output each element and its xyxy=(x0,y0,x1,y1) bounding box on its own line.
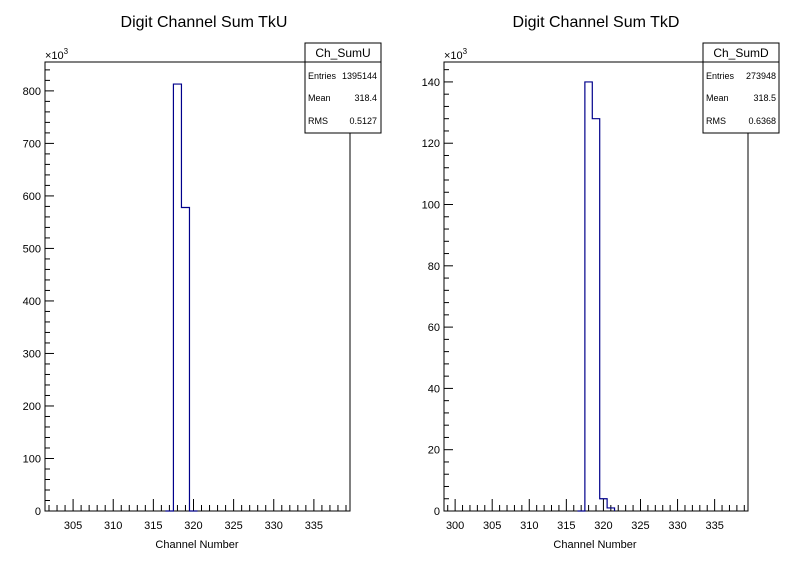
plot-frame xyxy=(443,61,749,512)
histogram-bin xyxy=(181,207,189,511)
x-tick-label: 320 xyxy=(184,520,202,532)
y-tick-label: 700 xyxy=(23,138,41,150)
y-tick-label: 0 xyxy=(35,506,41,518)
y-tick-label: 100 xyxy=(422,200,440,212)
stats-entries-label: Entries xyxy=(308,71,337,81)
x-tick-label: 310 xyxy=(520,520,538,532)
stats-mean-label: Mean xyxy=(706,93,729,103)
plot-title: Digit Channel Sum TkD xyxy=(513,14,680,31)
y-tick-label: 0 xyxy=(434,506,440,518)
y-tick-label: 100 xyxy=(23,453,41,465)
y-multiplier: ×103 xyxy=(444,47,468,62)
histogram-bin xyxy=(592,119,599,511)
x-tick-label: 310 xyxy=(104,520,122,532)
histogram-line xyxy=(577,81,616,512)
x-tick-label: 315 xyxy=(557,520,575,532)
x-tick-label: 305 xyxy=(483,520,501,532)
stats-rms-label: RMS xyxy=(706,116,726,126)
x-tick-label: 325 xyxy=(631,520,649,532)
stats-box: Ch_SumU Entries 1395144 Mean 318.4 RMS 0… xyxy=(304,42,382,134)
plot-title: Digit Channel Sum TkU xyxy=(121,14,288,31)
stats-rms-label: RMS xyxy=(308,116,328,126)
y-tick-label: 200 xyxy=(23,401,41,413)
x-tick-label: 330 xyxy=(668,520,686,532)
histogram-line xyxy=(165,83,198,512)
y-tick-label: 600 xyxy=(23,191,41,203)
stats-title: Ch_SumU xyxy=(315,46,370,60)
stats-rms-value: 0.6368 xyxy=(748,116,776,126)
stats-entries-value: 1395144 xyxy=(342,71,377,81)
histogram-bin xyxy=(585,82,592,511)
stats-mean-value: 318.5 xyxy=(753,93,776,103)
y-tick-label: 40 xyxy=(428,383,440,395)
y-tick-label: 80 xyxy=(428,261,440,273)
y-multiplier: ×103 xyxy=(45,47,69,62)
histogram-bin xyxy=(173,84,181,511)
x-axis-label: Channel Number xyxy=(155,539,238,551)
x-tick-label: 300 xyxy=(446,520,464,532)
y-tick-label: 800 xyxy=(23,86,41,98)
x-tick-label: 335 xyxy=(705,520,723,532)
stats-rms-value: 0.5127 xyxy=(349,116,377,126)
x-axis-label: Channel Number xyxy=(553,539,636,551)
y-tick-label: 140 xyxy=(422,77,440,89)
x-axis: 305 310 315 320 325 330 335 xyxy=(48,499,347,532)
x-tick-label: 305 xyxy=(64,520,82,532)
y-tick-label: 500 xyxy=(23,243,41,255)
stats-entries-value: 273948 xyxy=(746,71,776,81)
stats-title: Ch_SumD xyxy=(713,46,769,60)
y-tick-label: 400 xyxy=(23,296,41,308)
x-tick-label: 330 xyxy=(265,520,283,532)
y-tick-label: 120 xyxy=(422,138,440,150)
y-axis: 0 20 40 60 80 100 120 140 xyxy=(422,69,453,518)
y-tick-label: 60 xyxy=(428,322,440,334)
x-tick-label: 315 xyxy=(144,520,162,532)
x-tick-label: 320 xyxy=(594,520,612,532)
histogram-panel-tkd: Digit Channel Sum TkD 300 305 310 315 320 325… xyxy=(422,14,780,551)
histogram-panel-tku: Digit Channel Sum TkU 305 310 315 320 325 330… xyxy=(23,14,382,551)
x-axis: 300 305 310 315 320 325 330 335 xyxy=(446,499,745,532)
stats-mean-label: Mean xyxy=(308,93,331,103)
y-tick-label: 20 xyxy=(428,445,440,457)
x-tick-label: 335 xyxy=(305,520,323,532)
plot-frame xyxy=(44,61,351,512)
stats-mean-value: 318.4 xyxy=(354,93,377,103)
y-tick-label: 300 xyxy=(23,348,41,360)
x-tick-label: 325 xyxy=(224,520,242,532)
stats-box: Ch_SumD Entries 273948 Mean 318.5 RMS 0.… xyxy=(702,42,780,134)
y-axis: 0 100 200 300 400 500 600 700 800 xyxy=(23,69,54,518)
stats-entries-label: Entries xyxy=(706,71,735,81)
